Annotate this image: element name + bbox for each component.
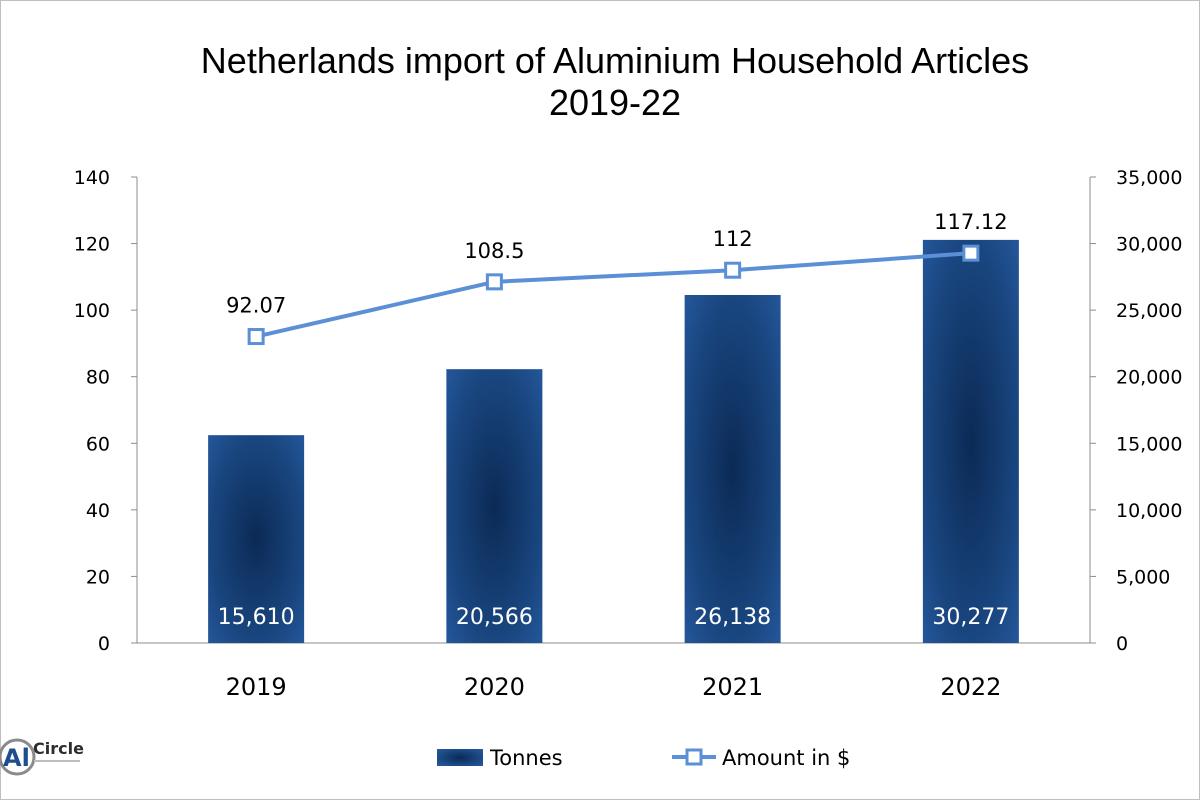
- line-value-label: 112: [713, 227, 753, 251]
- y-left-tick-label: 20: [86, 566, 110, 588]
- y-left-tick-label: 100: [74, 300, 110, 322]
- y-left-tick-label: 140: [74, 167, 110, 189]
- line-value-label: 108.5: [464, 239, 524, 263]
- brand-logo: Al Circle: [0, 738, 84, 776]
- x-category-label: 2021: [702, 673, 763, 701]
- line-path: [255, 251, 972, 339]
- chart-title-line2: 2019-22: [548, 82, 682, 123]
- y-right-tick-label: 35,000: [1116, 167, 1182, 189]
- bar: [446, 369, 543, 643]
- logo-mark: Al: [3, 744, 30, 772]
- bar: [684, 294, 781, 643]
- y-left-tick-label: 120: [74, 234, 110, 256]
- legend: Tonnes Amount in $: [437, 746, 850, 770]
- legend-label-amount: Amount in $: [722, 746, 850, 770]
- bar-value-label: 26,138: [694, 605, 771, 630]
- x-category-label: 2022: [940, 673, 1001, 701]
- line-marker: [724, 261, 742, 279]
- y-right-tick-label: 0: [1116, 633, 1128, 655]
- x-category-label: 2020: [464, 673, 525, 701]
- line-value-label: 92.07: [226, 294, 286, 318]
- y-left-tick-label: 60: [86, 433, 110, 455]
- chart-title: Netherlands import of Aluminium Househol…: [0, 40, 1200, 124]
- y-right-ticks: 0 5,000 10,000 15,000 20,000 25,000 30,000 35,0…: [1090, 167, 1182, 655]
- x-category-label: 2019: [226, 673, 287, 701]
- legend-swatch-tonnes: [437, 749, 483, 766]
- y-right-tick-label: 10,000: [1116, 500, 1182, 522]
- legend-swatch-marker: [685, 748, 703, 766]
- y-right-tick-label: 20,000: [1116, 367, 1182, 389]
- legend-label-tonnes: Tonnes: [489, 746, 563, 770]
- bar-series: 15,610 20,566 26,138 30,277: [208, 239, 1019, 644]
- y-right-tick-label: 5,000: [1116, 566, 1170, 588]
- y-right-tick-label: 15,000: [1116, 433, 1182, 455]
- line-marker: [485, 273, 503, 291]
- x-category-labels: 2019 2020 2021 2022: [226, 673, 1002, 701]
- y-left-ticks: 0 20 40 60 80 100 120 140: [74, 167, 137, 655]
- bar-value-label: 30,277: [932, 605, 1009, 630]
- line-series: 92.07 108.5 112 117.12: [226, 210, 1008, 346]
- y-left-tick-label: 40: [86, 500, 110, 522]
- line-value-label: 117.12: [934, 210, 1007, 234]
- y-left-tick-label: 80: [86, 367, 110, 389]
- line-marker: [962, 244, 980, 262]
- chart-title-line1: Netherlands import of Aluminium Househol…: [200, 40, 1030, 81]
- logo-circle: [0, 738, 36, 776]
- bar-value-label: 15,610: [218, 605, 295, 630]
- logo-text: Circle: [33, 739, 84, 758]
- bar: [922, 239, 1019, 644]
- y-right-tick-label: 30,000: [1116, 234, 1182, 256]
- y-right-tick-label: 25,000: [1116, 300, 1182, 322]
- bar: [208, 435, 305, 643]
- bar-value-label: 20,566: [456, 605, 533, 630]
- y-left-tick-label: 0: [98, 633, 110, 655]
- line-marker: [247, 328, 265, 346]
